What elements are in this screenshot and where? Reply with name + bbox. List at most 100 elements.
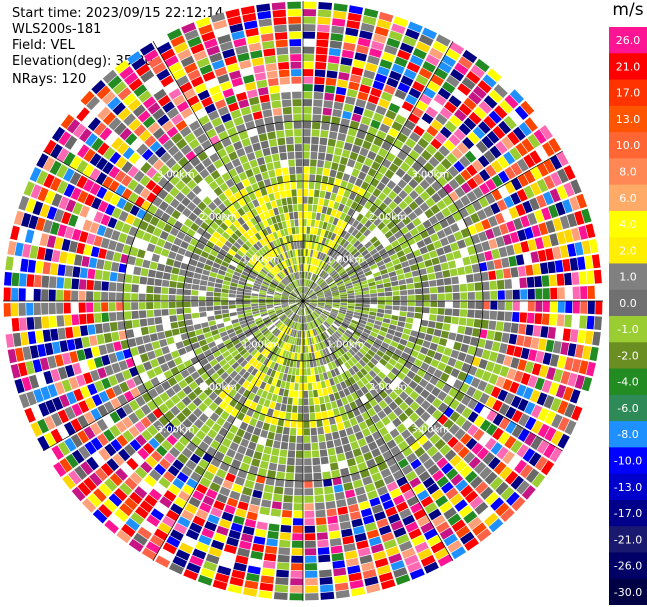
velocity-cell [400,352,410,360]
velocity-cell [360,316,368,322]
velocity-cell [249,135,260,145]
velocity-cell [62,474,76,490]
velocity-cell [29,345,39,359]
velocity-cell [12,257,22,272]
velocity-cell [218,444,229,455]
velocity-cell [500,507,515,522]
velocity-cell [39,357,50,371]
velocity-cell [386,37,401,49]
velocity-cell [192,185,202,195]
velocity-cell [463,451,476,464]
velocity-cell [387,371,396,381]
velocity-cell [177,247,187,256]
velocity-cell [92,509,108,524]
velocity-cell [26,274,35,287]
velocity-cell [391,285,400,291]
velocity-cell [206,296,214,301]
velocity-cell [108,117,122,131]
velocity-cell [310,345,314,353]
velocity-cell [236,264,245,271]
velocity-cell [420,554,436,567]
velocity-cell [141,148,154,161]
velocity-cell [418,470,431,482]
velocity-cell [455,415,467,427]
velocity-cell [303,159,310,167]
velocity-cell [56,147,70,163]
velocity-cell [246,220,254,229]
velocity-cell [521,485,536,500]
velocity-cell [338,347,346,355]
velocity-cell [435,132,447,144]
velocity-cell [317,298,325,301]
velocity-cell [301,294,303,301]
velocity-cell [146,224,156,234]
velocity-cell [312,329,317,336]
velocity-cell [271,447,280,456]
velocity-cell [233,116,244,126]
colorbar-tick-label: -17.0 [614,507,642,520]
velocity-cell [450,68,465,82]
velocity-cell [237,356,245,365]
velocity-cell [271,216,277,224]
velocity-cell [29,167,42,182]
velocity-cell [261,257,268,264]
velocity-cell [134,196,145,208]
velocity-cell [263,446,272,455]
velocity-cell [271,393,278,402]
velocity-cell [154,146,167,158]
velocity-cell [129,471,143,485]
velocity-cell [378,400,388,410]
velocity-cell [272,317,279,323]
velocity-cell [199,311,207,318]
velocity-cell [202,196,212,206]
velocity-cell [161,380,171,391]
velocity-cell [517,398,529,412]
velocity-cell [378,202,388,212]
velocity-cell [354,52,367,62]
velocity-cell [292,306,298,312]
velocity-cell [398,279,406,285]
velocity-cell [437,188,448,199]
velocity-cell [251,306,259,310]
velocity-cell [147,154,159,166]
velocity-cell [203,245,212,254]
velocity-cell [128,538,144,553]
velocity-cell [381,322,390,328]
velocity-cell [236,287,245,292]
velocity-cell [352,365,360,373]
velocity-cell [137,344,147,355]
velocity-cell [370,87,382,98]
velocity-cell [313,99,323,107]
velocity-cell [223,276,232,282]
velocity-cell [419,179,430,190]
velocity-cell [332,408,340,417]
velocity-cell [552,340,562,354]
velocity-cell [325,276,332,282]
velocity-cell [490,476,504,491]
velocity-cell [336,236,344,245]
velocity-cell [464,490,479,504]
velocity-cell [236,428,245,438]
velocity-cell [265,124,275,133]
velocity-cell [399,508,412,519]
velocity-cell [164,330,173,338]
velocity-cell [291,555,303,563]
velocity-cell [370,357,379,366]
velocity-cell [316,32,330,40]
velocity-cell [498,417,511,430]
velocity-cell [15,347,25,362]
velocity-cell [238,260,247,268]
velocity-cell [562,199,573,214]
velocity-cell [111,137,124,150]
velocity-cell [263,553,277,562]
velocity-cell [255,332,263,339]
velocity-cell [389,70,402,81]
velocity-cell [386,481,399,492]
velocity-cell [326,207,333,216]
velocity-cell [355,294,363,298]
velocity-cell [336,499,347,508]
velocity-cell [166,535,181,548]
velocity-cell [275,168,283,177]
velocity-cell [308,196,314,204]
